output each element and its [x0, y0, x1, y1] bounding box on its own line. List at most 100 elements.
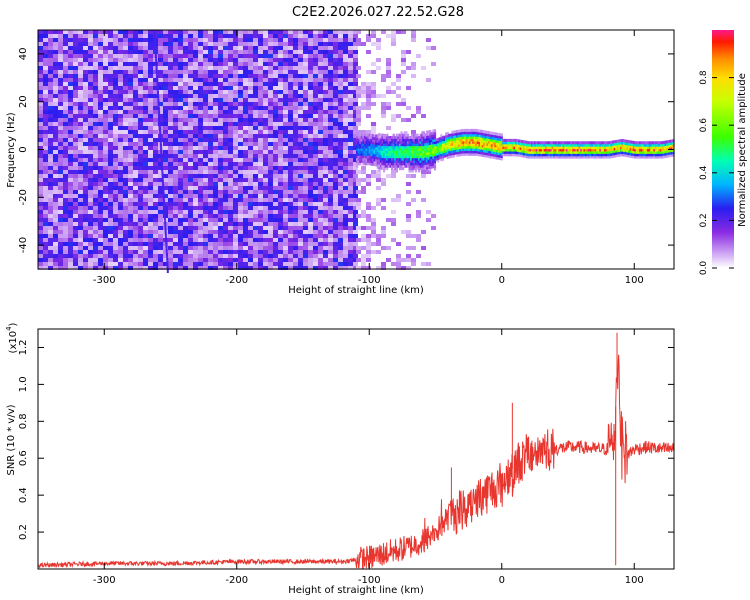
faint-cell — [426, 78, 431, 82]
noise-cell — [48, 246, 53, 250]
faint-cell — [376, 38, 381, 42]
ridge-cell — [365, 152, 368, 156]
noise-cell — [203, 154, 208, 158]
noise-cell — [318, 130, 323, 134]
noise-cell — [313, 70, 318, 74]
noise-cell — [98, 94, 103, 98]
noise-cell — [43, 222, 48, 226]
noise-cell — [333, 130, 338, 134]
noise-cell — [78, 142, 83, 146]
noise-cell — [323, 62, 328, 66]
ridge-cell — [448, 155, 451, 159]
noise-cell — [183, 66, 188, 70]
noise-cell — [263, 142, 268, 146]
ridge-cell — [391, 152, 394, 156]
noise-cell — [213, 258, 218, 262]
noise-cell — [343, 222, 348, 226]
noise-cell — [318, 206, 323, 210]
noise-cell — [348, 50, 353, 54]
noise-cell — [318, 74, 323, 78]
noise-cell — [128, 30, 133, 34]
noise-cell — [278, 54, 283, 58]
ridge-cell — [392, 150, 395, 154]
noise-cell — [68, 38, 73, 42]
noise-cell — [303, 118, 308, 122]
noise-cell — [173, 182, 178, 186]
noise-cell — [183, 102, 188, 106]
noise-cell — [333, 190, 338, 194]
noise-cell — [73, 170, 78, 174]
noise-cell — [243, 194, 248, 198]
noise-cell — [148, 130, 153, 134]
ridge-cell — [429, 158, 432, 162]
noise-cell — [223, 74, 228, 78]
ridge-cell — [365, 145, 368, 149]
noise-cell — [168, 206, 173, 210]
noise-cell — [353, 218, 358, 222]
noise-cell — [103, 258, 108, 262]
noise-cell — [308, 38, 313, 42]
noise-cell — [53, 230, 58, 234]
noise-cell — [153, 114, 158, 118]
noise-cell — [338, 146, 343, 150]
ridge-cell — [424, 135, 427, 139]
noise-cell — [258, 242, 263, 246]
noise-cell — [323, 242, 328, 246]
noise-cell — [183, 90, 188, 94]
noise-cell — [278, 190, 283, 194]
noise-cell — [233, 222, 238, 226]
noise-cell — [228, 134, 233, 138]
noise-cell — [43, 90, 48, 94]
noise-cell — [138, 262, 143, 266]
noise-cell — [68, 202, 73, 206]
noise-cell — [98, 218, 103, 222]
noise-cell — [118, 54, 123, 58]
noise-cell — [58, 242, 63, 246]
noise-cell — [308, 210, 313, 214]
ridge-cell — [416, 133, 419, 137]
noise-cell — [168, 226, 173, 230]
noise-cell — [43, 102, 48, 106]
noise-cell — [223, 198, 228, 202]
noise-cell — [43, 182, 48, 186]
noise-cell — [258, 206, 263, 210]
noise-cell — [58, 214, 63, 218]
noise-cell — [328, 170, 333, 174]
noise-cell — [343, 122, 348, 126]
noise-cell — [303, 58, 308, 62]
noise-cell — [123, 170, 128, 174]
ridge-cell — [405, 140, 408, 144]
ridge-cell — [418, 164, 421, 168]
noise-cell — [168, 262, 173, 266]
ridge-cell — [433, 131, 437, 135]
noise-cell — [173, 82, 178, 86]
ridge-cell — [365, 138, 368, 142]
noise-cell — [133, 38, 138, 42]
noise-cell — [338, 98, 343, 102]
noise-cell — [298, 82, 303, 86]
noise-cell — [313, 74, 318, 78]
noise-cell — [263, 206, 268, 210]
noise-cell — [253, 238, 258, 242]
noise-cell — [263, 226, 268, 230]
ridge-cell — [411, 167, 414, 171]
ridge-cell — [362, 138, 365, 142]
noise-cell — [243, 262, 248, 266]
noise-cell — [163, 74, 168, 78]
noise-cell — [133, 106, 138, 110]
noise-cell — [353, 158, 358, 162]
noise-cell — [313, 178, 318, 182]
noise-cell — [318, 122, 323, 126]
noise-cell — [313, 138, 318, 142]
noise-cell — [203, 174, 208, 178]
ridge-cell — [392, 164, 395, 168]
noise-cell — [83, 82, 88, 86]
ridge-cell — [362, 136, 365, 139]
noise-cell — [83, 246, 88, 250]
faint-cell — [421, 230, 426, 234]
noise-cell — [338, 254, 343, 258]
noise-cell — [208, 78, 213, 82]
noise-cell — [303, 74, 308, 78]
noise-cell — [243, 30, 248, 34]
ridge-cell — [408, 138, 411, 142]
